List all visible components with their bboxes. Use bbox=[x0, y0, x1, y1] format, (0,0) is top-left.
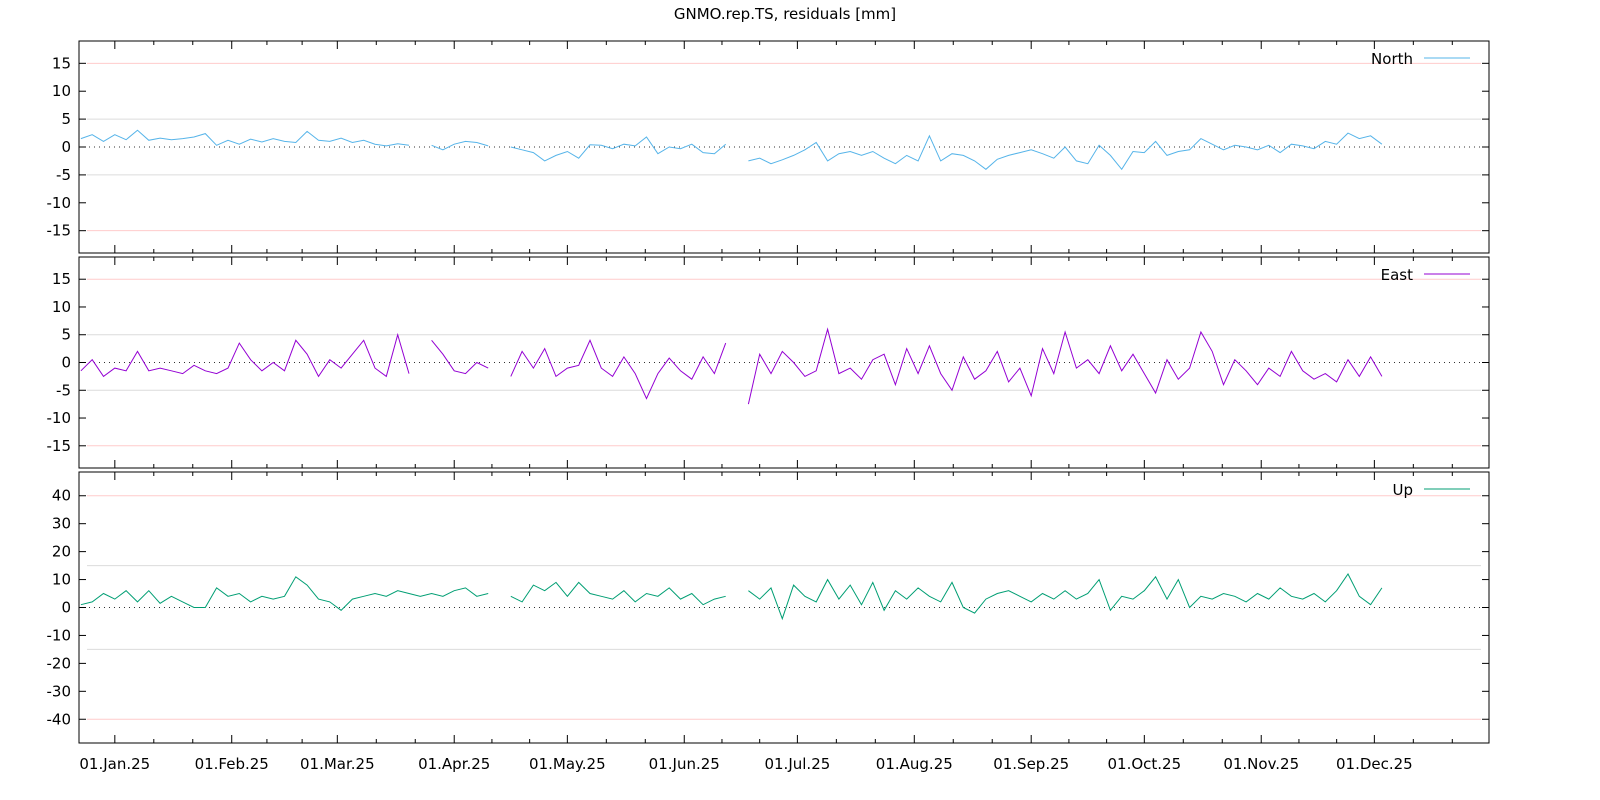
y-tick-label: 10 bbox=[52, 298, 71, 316]
series-line-up bbox=[80, 576, 489, 611]
x-tick-label: 01.May.25 bbox=[529, 755, 606, 773]
x-tick-label: 01.Jul.25 bbox=[764, 755, 830, 773]
x-axis-tick-labels: 01.Jan.25 01.Feb.25 01.Mar.25 01.Apr.25 01.M… bbox=[79, 755, 1412, 773]
y-tick-label: 15 bbox=[52, 270, 71, 288]
y-tick-label: -10 bbox=[47, 194, 72, 212]
series-line-north bbox=[80, 129, 410, 147]
x-tick-label: 01.Feb.25 bbox=[195, 755, 269, 773]
x-tick-label: 01.Oct.25 bbox=[1107, 755, 1181, 773]
y-tick-label: 0 bbox=[61, 138, 71, 156]
legend-label-up: Up bbox=[1392, 481, 1413, 499]
y-tick-label: 10 bbox=[52, 571, 71, 589]
y-tick-label: -10 bbox=[47, 626, 72, 644]
x-tick-label: 01.Nov.25 bbox=[1223, 755, 1299, 773]
plot-frame bbox=[78, 40, 1490, 254]
legend-label-north: North bbox=[1371, 50, 1413, 68]
panel-up: -40 -30 -20 -10 0 10 20 30 40 Up bbox=[47, 471, 1490, 744]
y-tick-label: 10 bbox=[52, 82, 71, 100]
y-tick-label: 0 bbox=[61, 354, 71, 372]
series-line-east bbox=[510, 339, 727, 400]
plot-frame bbox=[78, 256, 1490, 469]
x-tick-label: 01.Sep.25 bbox=[993, 755, 1069, 773]
y-tick-label: 5 bbox=[61, 326, 71, 344]
y-tick-label: -5 bbox=[56, 166, 71, 184]
y-tick-label: -15 bbox=[47, 222, 72, 240]
plot-frame bbox=[78, 471, 1490, 744]
panels: -15 -10 -5 0 5 10 15 North -15 -10 -5 0 5 10 15 East -40… bbox=[47, 40, 1490, 744]
series-line-east bbox=[747, 327, 1383, 405]
y-tick-label: 30 bbox=[52, 515, 71, 533]
x-tick-label: 01.Dec.25 bbox=[1336, 755, 1413, 773]
series-line-east bbox=[80, 332, 410, 378]
y-tick-label: -15 bbox=[47, 437, 72, 455]
series-line-east bbox=[431, 339, 489, 375]
x-tick-label: 01.Jun.25 bbox=[649, 755, 720, 773]
series-line-north bbox=[510, 136, 727, 162]
x-tick-label: 01.Aug.25 bbox=[876, 755, 953, 773]
x-tick-label: 01.Apr.25 bbox=[418, 755, 490, 773]
y-tick-label: 5 bbox=[61, 110, 71, 128]
y-tick-label: -10 bbox=[47, 409, 72, 427]
y-tick-label: -30 bbox=[47, 682, 72, 700]
y-tick-label: 20 bbox=[52, 543, 71, 561]
x-tick-label: 01.Mar.25 bbox=[300, 755, 375, 773]
panel-north: -15 -10 -5 0 5 10 15 North bbox=[47, 40, 1490, 254]
legend-label-east: East bbox=[1381, 266, 1413, 284]
series-line-north bbox=[748, 132, 1383, 171]
series-line-north bbox=[431, 140, 489, 151]
panel-east: -15 -10 -5 0 5 10 15 East bbox=[47, 256, 1490, 469]
y-tick-label: 0 bbox=[61, 599, 71, 617]
series-line-up bbox=[510, 581, 726, 606]
chart-title: GNMO.rep.TS, residuals [mm] bbox=[674, 5, 896, 23]
series-line-up bbox=[748, 573, 1383, 621]
y-tick-label: -5 bbox=[56, 381, 71, 399]
y-tick-label: 15 bbox=[52, 54, 71, 72]
y-tick-label: -40 bbox=[47, 710, 72, 728]
y-tick-label: 40 bbox=[52, 487, 71, 505]
x-tick-label: 01.Jan.25 bbox=[79, 755, 150, 773]
y-tick-label: -20 bbox=[47, 654, 72, 672]
